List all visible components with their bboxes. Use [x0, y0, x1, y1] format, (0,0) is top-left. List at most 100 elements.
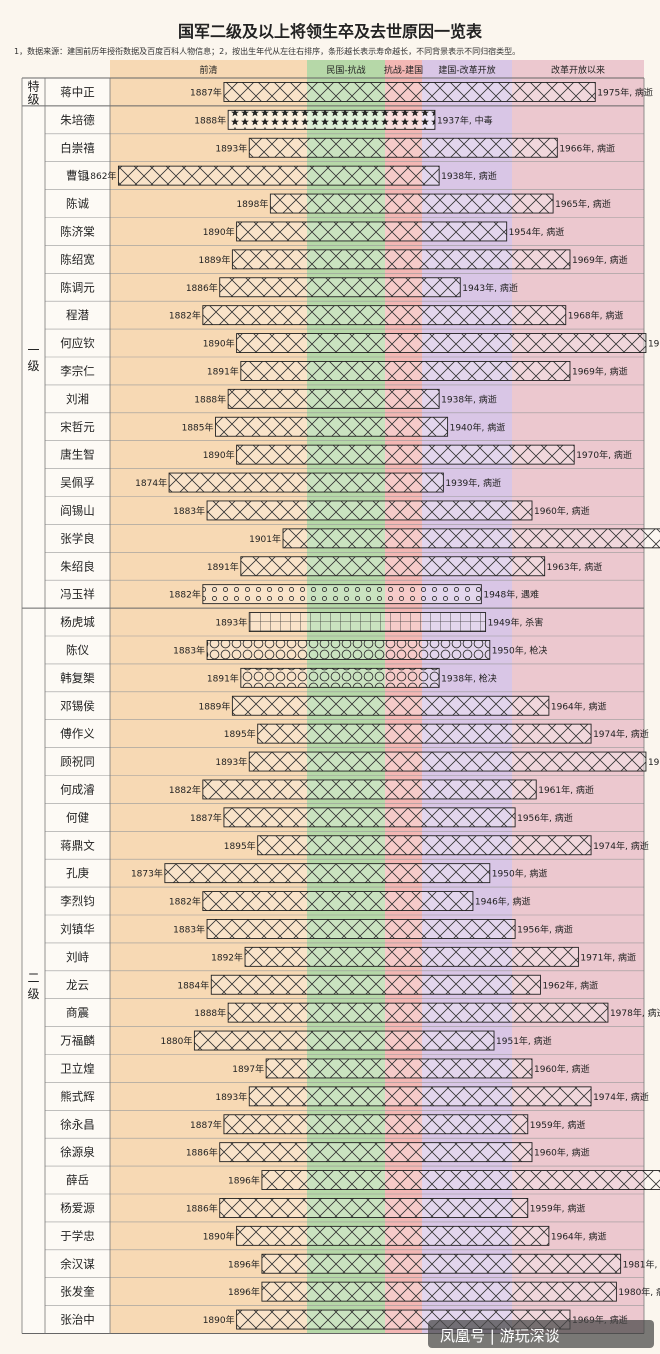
birth-year-label: 1874年 [135, 477, 167, 489]
death-label: 1962年, 病逝 [542, 979, 598, 991]
general-name: 龙云 [66, 978, 89, 992]
general-name: 程潜 [66, 308, 89, 322]
name-column-bg [22, 78, 110, 1334]
death-label: 1969年, 病逝 [572, 365, 628, 377]
general-name: 何健 [66, 810, 89, 824]
era-label: 建国-改革开放 [438, 64, 495, 76]
lifespan-bar [117, 165, 440, 186]
general-name: 杨爱源 [60, 1201, 95, 1215]
birth-year-label: 1890年 [203, 338, 235, 350]
birth-year-label: 1889年 [198, 254, 230, 266]
general-name: 商震 [66, 1006, 89, 1020]
death-label: 1966年, 病逝 [559, 142, 615, 154]
lifespan-bar [219, 277, 461, 298]
lifespan-bar [269, 193, 554, 214]
birth-year-label: 1883年 [173, 505, 205, 517]
birth-year-label: 1886年 [186, 1147, 218, 1159]
death-label: 1954年, 病逝 [509, 226, 565, 238]
group-label: 级 [27, 359, 39, 373]
group-label: 二 [27, 971, 39, 985]
general-name: 熊式辉 [60, 1089, 95, 1103]
birth-year-label: 1873年 [131, 868, 163, 880]
lifespan-bar [240, 361, 571, 381]
death-label: 1978年, 病逝 [610, 1007, 660, 1019]
lifespan-bar [193, 1030, 495, 1051]
birth-year-label: 1882年 [169, 896, 201, 908]
birth-year-label: 1893年 [215, 756, 247, 768]
birth-year-label: 1893年 [215, 1091, 247, 1103]
lifespan-bar [236, 333, 647, 353]
death-label: 1965年, 病逝 [555, 198, 611, 210]
lifespan-bar [261, 1253, 622, 1274]
death-label: 1939年, 病逝 [445, 477, 501, 489]
watermark-text: 凤凰号 | 游玩深谈 [440, 1327, 560, 1345]
birth-year-label: 1890年 [203, 449, 235, 461]
death-label: 1974年, 病逝 [593, 1091, 649, 1103]
lifespan-bar [236, 1225, 550, 1246]
lifespan-bar [240, 556, 546, 577]
death-label: 1959年, 病逝 [530, 1119, 586, 1131]
lifespan-bar [231, 249, 571, 270]
general-name: 邓锡侯 [60, 699, 95, 713]
death-label: 1987年, 病逝 [648, 756, 660, 768]
birth-year-label: 1890年 [203, 1314, 235, 1326]
general-name: 张发奎 [60, 1285, 95, 1299]
general-name: 韩复榘 [60, 671, 95, 685]
death-label: 1960年, 病逝 [534, 505, 590, 517]
birth-year-label: 1895年 [224, 728, 256, 740]
general-name: 朱绍良 [60, 559, 95, 573]
death-label: 1940年, 病逝 [450, 421, 506, 433]
death-label: 1959年, 病逝 [530, 1202, 586, 1214]
death-label: 1938年, 枪决 [441, 672, 497, 684]
birth-year-label: 1887年 [190, 86, 222, 98]
birth-year-label: 1882年 [169, 310, 201, 322]
general-name: 陈济棠 [60, 224, 95, 238]
general-name: 李烈钧 [60, 894, 95, 908]
lifespan-bar [223, 807, 516, 828]
birth-year-label: 1896年 [228, 1175, 260, 1187]
era-label: 民国-抗战 [326, 64, 365, 76]
death-label: 1961年, 病逝 [538, 784, 594, 796]
general-name: 何应钦 [60, 336, 95, 350]
lifespan-bar [248, 612, 487, 632]
general-name: 李宗仁 [60, 364, 95, 378]
general-name: 张治中 [60, 1313, 95, 1327]
general-name: 徐永昌 [60, 1117, 95, 1131]
chart-title: 国军二级及以上将领生卒及去世原因一览表 [177, 22, 482, 41]
death-label: 1938年, 病逝 [441, 170, 497, 182]
lifespan-bar [219, 1142, 533, 1163]
general-name: 何成濬 [60, 782, 95, 796]
group-label: 一 [27, 343, 39, 357]
lifespan-bar [248, 1086, 592, 1107]
general-name: 冯玉祥 [60, 587, 95, 601]
general-name: 朱培德 [60, 113, 95, 127]
lifespan-bar [248, 137, 558, 158]
birth-year-label: 1880年 [160, 1035, 192, 1047]
lifespan-bar [257, 723, 592, 744]
death-label: 1951年, 病逝 [496, 1035, 552, 1047]
birth-year-label: 1893年 [215, 142, 247, 154]
death-label: 1948年, 遇难 [483, 589, 539, 601]
birth-year-label: 1891年 [207, 672, 239, 684]
general-name: 刘峙 [66, 950, 89, 964]
lifespan-bar [206, 919, 516, 939]
birth-year-label: 1891年 [207, 561, 239, 573]
birth-year-label: 1890年 [203, 1230, 235, 1242]
group-label: 特 [27, 78, 39, 93]
general-name: 陈绍宽 [60, 252, 95, 266]
general-name: 卫立煌 [60, 1061, 95, 1075]
lifespan-bar [202, 305, 567, 326]
lifespan-bar [202, 584, 482, 605]
lifespan-bar [219, 1197, 529, 1218]
birth-year-label: 1883年 [173, 923, 205, 935]
lifespan-bar [265, 1058, 533, 1079]
lifespan-bar [168, 472, 444, 493]
lifespan-bar [210, 974, 541, 995]
death-label: 1968年, 病逝 [568, 310, 624, 322]
birth-year-label: 1896年 [228, 1286, 260, 1298]
general-name: 刘湘 [66, 392, 89, 406]
birth-year-label: 1889年 [198, 700, 230, 712]
death-label: 1971年, 病逝 [580, 951, 636, 963]
general-name: 蒋鼎文 [60, 838, 95, 852]
